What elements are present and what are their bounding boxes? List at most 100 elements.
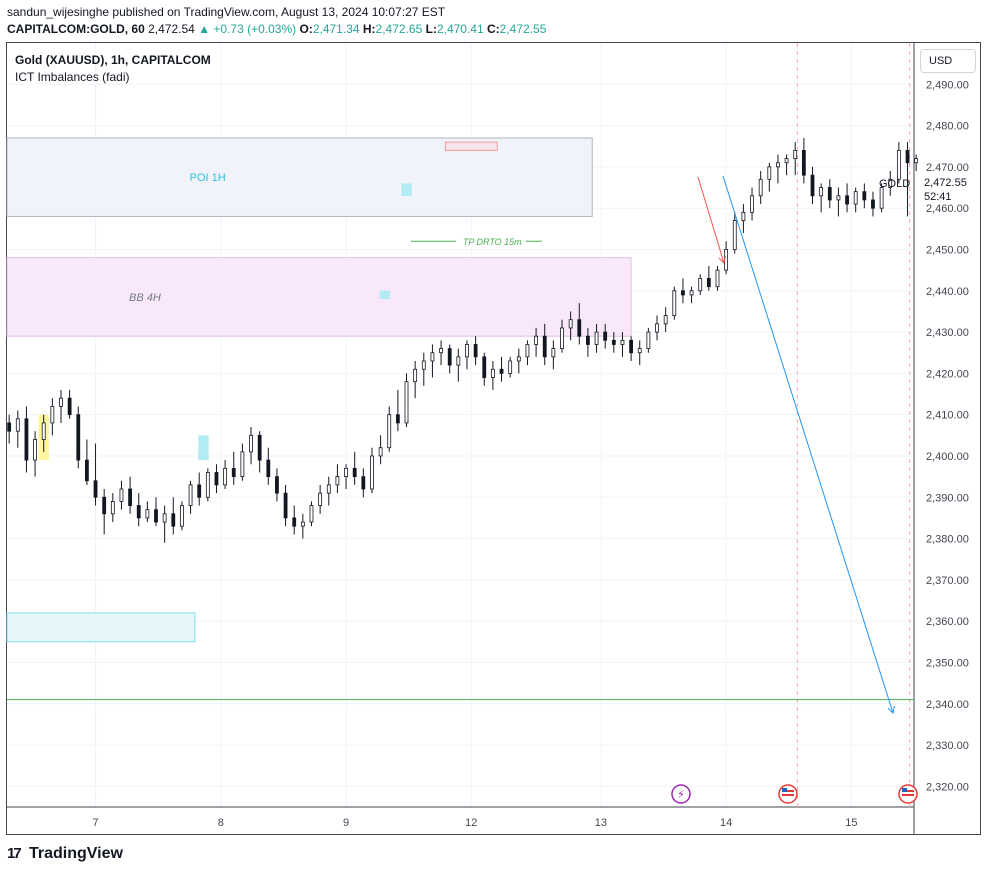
- candle-body: [67, 397, 72, 416]
- candle-body: [672, 290, 677, 316]
- candle-body: [128, 488, 132, 506]
- candle-body: [292, 517, 297, 527]
- candle-body: [681, 290, 685, 296]
- brand-text: TradingView: [29, 845, 123, 862]
- candle-body: [560, 327, 564, 350]
- zone-box: [6, 257, 632, 337]
- candle-body: [853, 191, 858, 205]
- change-value: ▲ +0.73 (+0.03%): [198, 22, 297, 36]
- close-value: 2,472.55: [499, 22, 547, 36]
- lightning-icon: [671, 784, 691, 804]
- y-tick-label: 2,480.00: [926, 121, 969, 133]
- candle-body: [145, 509, 150, 519]
- tradingview-brand: 17 TradingView: [7, 845, 123, 863]
- last-price: 2,472.54: [148, 22, 195, 36]
- chart-frame: [6, 42, 981, 835]
- y-tick-label: 2,370.00: [926, 575, 969, 587]
- ohlc-line: CAPITALCOM:GOLD, 60 2,472.54 ▲ +0.73 (+0…: [7, 22, 546, 36]
- candle-body: [318, 492, 323, 506]
- candle-body: [421, 360, 426, 370]
- candle-body: [93, 480, 98, 498]
- y-tick-label: 2,460.00: [926, 203, 969, 215]
- candle-body: [827, 187, 832, 201]
- candle-body: [862, 191, 867, 201]
- y-tick-label: 2,350.00: [926, 657, 969, 669]
- candle-body: [24, 418, 29, 461]
- candle-body: [750, 195, 754, 213]
- candle-body: [706, 277, 711, 288]
- low-value: 2,470.41: [436, 22, 484, 36]
- candle-body: [223, 467, 228, 486]
- x-tick-label: 13: [595, 817, 607, 829]
- high-label: H:: [362, 22, 376, 36]
- poi-marker-box: [444, 141, 498, 151]
- candle-body: [914, 158, 919, 164]
- candle-body: [715, 269, 720, 288]
- candle-body: [845, 195, 849, 205]
- zone-box: [6, 137, 593, 217]
- candle-body: [76, 414, 81, 461]
- candle-body: [257, 434, 262, 461]
- candle-body: [110, 500, 115, 515]
- tradingview-logo-icon: 17: [7, 845, 22, 862]
- zone-label: POI 1H: [190, 172, 226, 184]
- close-label: C:: [487, 22, 500, 36]
- candle-body: [102, 496, 107, 515]
- indicator-label[interactable]: ICT Imbalances (fadi): [15, 70, 130, 84]
- candle-body: [370, 455, 374, 490]
- low-label: L:: [425, 22, 437, 36]
- candle-body: [41, 422, 46, 440]
- candle-body: [594, 331, 599, 345]
- candle-body: [50, 406, 55, 424]
- candle-body: [586, 335, 590, 345]
- candle-body: [15, 418, 20, 432]
- candle-body: [836, 195, 841, 201]
- candle-body: [465, 344, 469, 358]
- tp-label-bg: [455, 234, 526, 248]
- candle-body: [646, 331, 651, 350]
- candle-body: [59, 397, 63, 407]
- candle-body: [439, 348, 443, 354]
- lightning-icon-glyph: ⚡: [677, 788, 685, 801]
- y-tick-label: 2,330.00: [926, 740, 969, 752]
- us-flag-stripe: [782, 790, 794, 792]
- currency-button[interactable]: USD: [920, 49, 976, 73]
- candle-body: [430, 352, 435, 362]
- candle-body: [7, 422, 12, 432]
- candle-body: [888, 178, 893, 188]
- publisher-line: sandun_wijesinghe published on TradingVi…: [7, 5, 445, 19]
- candle-body: [551, 348, 556, 358]
- candle-body: [231, 467, 236, 478]
- y-tick-label: 2,380.00: [926, 534, 969, 546]
- chart-title: Gold (XAUUSD), 1h, CAPITALCOM: [15, 53, 211, 67]
- candle-body: [534, 335, 538, 345]
- candle-body: [490, 368, 495, 378]
- projection-arrow-red-head: [718, 256, 726, 264]
- y-tick-label: 2,400.00: [926, 451, 969, 463]
- candle-body: [361, 476, 366, 490]
- price-badge-value: 2,472.55: [924, 177, 967, 189]
- candle-body: [637, 348, 642, 354]
- candle-body: [395, 414, 400, 424]
- us-flag-stripe: [902, 790, 914, 792]
- candle-body: [180, 505, 184, 527]
- candle-body: [577, 319, 582, 337]
- candle-body: [171, 513, 176, 527]
- us-flag-stripe: [782, 794, 794, 796]
- symbol-badge: GOLD: [879, 178, 910, 190]
- candle-body: [568, 319, 573, 329]
- candle-body: [776, 162, 780, 168]
- x-tick-label: 9: [343, 817, 349, 829]
- candle-body: [871, 199, 875, 209]
- candle-body: [896, 149, 901, 180]
- zone-box: [6, 612, 196, 643]
- price-badge-bg: [916, 171, 976, 203]
- candle-body: [482, 356, 487, 378]
- us-flag-stripe: [902, 794, 914, 796]
- candle-body: [698, 277, 703, 292]
- open-value: 2,471.34: [312, 22, 360, 36]
- y-tick-label: 2,450.00: [926, 244, 969, 256]
- price-badge-countdown: 52:41: [924, 191, 952, 203]
- candle-body: [611, 339, 616, 345]
